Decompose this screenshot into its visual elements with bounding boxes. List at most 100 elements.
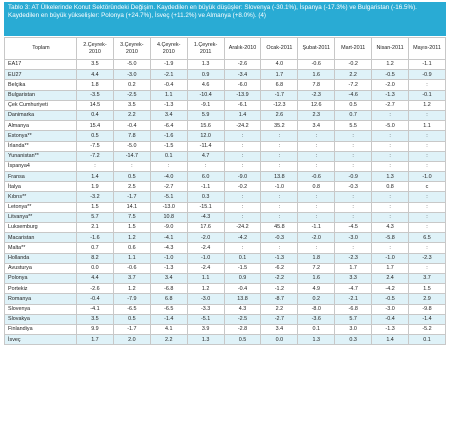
table-row: Yunanistan** -7.2 -14.7 0.1 4.7:::::: <box>4 150 446 162</box>
value-cell: : <box>408 130 446 142</box>
value-cell: -4.3 <box>186 211 225 224</box>
value-cell: : <box>260 211 299 224</box>
value-cell: 2.2 <box>334 69 373 81</box>
value-cell: 0.7 <box>76 242 114 254</box>
value-cell: : <box>223 150 262 162</box>
value-cell: -7.2 <box>334 79 373 91</box>
value-cell: 2.2 <box>149 334 188 346</box>
value-cell: -9.0 <box>223 171 262 183</box>
table-row: Çek Cumhuriyeti 14.5 3.5 -1.3 -9.1 -6.1 -12.3 1… <box>4 99 446 111</box>
table-row: İrlanda** -7.5 -5.0 -1.5 -11.4:::::: <box>4 140 446 152</box>
value-cell: 7.8 <box>297 79 336 91</box>
value-cell: : <box>371 160 410 173</box>
value-cell: -2.7 <box>149 181 188 193</box>
value-cell: 9.9 <box>76 323 114 336</box>
value-cell: : <box>223 211 262 224</box>
value-cell: 15.6 <box>186 120 225 132</box>
value-cell: 1.1 <box>112 252 151 264</box>
value-cell: 3.7 <box>112 272 151 285</box>
value-cell: -0.6 <box>297 58 336 71</box>
value-cell: : <box>371 140 410 152</box>
value-cell: -2.0 <box>186 232 225 244</box>
value-cell: : <box>334 130 373 142</box>
value-cell: -1.5 <box>149 140 188 152</box>
value-cell: 0.2 <box>297 293 336 305</box>
value-cell: 1.4 <box>76 171 114 183</box>
value-cell: 6.5 <box>408 232 446 244</box>
table-row: EA17 3.5 -5.0 -1.9 1.3 -2.6 4.0 -0.6 -0.2 1.2 -1.1 <box>4 58 446 71</box>
value-cell: -1.1 <box>408 58 446 71</box>
value-cell: -2.7 <box>371 99 410 111</box>
header-cell-period: Ocak-2011 <box>260 37 299 60</box>
table-figure: Tablo 3: AT Ülkelerinde Konut Sektöründe… <box>4 2 446 346</box>
value-cell: -3.5 <box>76 89 114 101</box>
value-cell: : <box>408 191 446 203</box>
value-cell: -3.0 <box>334 232 373 244</box>
value-cell: : <box>297 130 336 142</box>
row-label-cell: Çek Cumhuriyeti <box>4 99 77 111</box>
table-row: Litvanya** 5.7 7.5 10.8 -4.3:::::: <box>4 211 446 224</box>
value-cell: 3.4 <box>260 323 299 336</box>
header-cell-period: 3.Çeyrek-2010 <box>112 37 151 60</box>
value-cell: 0.3 <box>186 191 225 203</box>
value-cell: 3.4 <box>297 120 336 132</box>
value-cell: 0.5 <box>334 99 373 111</box>
value-cell: -1.1 <box>297 221 336 234</box>
value-cell: -24.2 <box>223 221 262 234</box>
row-label-cell: Portekiz <box>4 283 77 295</box>
value-cell: : <box>371 130 410 142</box>
value-cell: : <box>371 191 410 203</box>
table-row: Estonya** 0.5 7.8 -1.6 12.0:::::: <box>4 130 446 142</box>
value-cell: 1.8 <box>76 79 114 91</box>
table-row: Romanya -0.4 -7.9 6.8 -3.0 13.8 -8.7 0.2 -2.1 -0.… <box>4 293 446 305</box>
value-cell: -7.9 <box>112 293 151 305</box>
row-label-cell: İrlanda** <box>4 140 77 152</box>
value-cell: -1.3 <box>149 262 188 274</box>
value-cell: -13.9 <box>223 89 262 101</box>
value-cell: 0.6 <box>112 242 151 254</box>
value-cell: 14.1 <box>112 201 151 213</box>
value-cell: 2.9 <box>408 293 446 305</box>
value-cell: -1.3 <box>371 323 410 336</box>
value-cell: 0.1 <box>223 252 262 264</box>
value-cell: 10.8 <box>149 211 188 224</box>
value-cell: 3.5 <box>112 99 151 111</box>
value-cell: : <box>408 262 446 274</box>
value-cell: 4.3 <box>371 221 410 234</box>
value-cell: -4.2 <box>223 232 262 244</box>
value-cell: 0.8 <box>371 181 410 193</box>
value-cell: 2.1 <box>76 221 114 234</box>
value-cell: 6.8 <box>260 79 299 91</box>
value-cell: -6.5 <box>149 303 188 315</box>
value-cell: 1.2 <box>112 283 151 295</box>
value-cell: 1.4 <box>223 109 262 122</box>
value-cell: : <box>408 221 446 234</box>
value-cell: -2.8 <box>223 323 262 336</box>
value-cell: : <box>371 150 410 162</box>
value-cell: : <box>371 201 410 213</box>
value-cell: : <box>297 150 336 162</box>
table-row: Slovakya 3.5 0.5 -1.4 -5.1 -2.5 -2.7 -3.6 5.7 -0.… <box>4 313 446 325</box>
value-cell: 1.2 <box>186 283 225 295</box>
table-row: Malta** 0.7 0.6 -4.3 -2.4:::::: <box>4 242 446 254</box>
construction-change-table: Toplam 2.Çeyrek-2010 3.Çeyrek-2010 4.Çeyrek… <box>4 37 446 346</box>
value-cell: 1.1 <box>149 89 188 101</box>
value-cell: : <box>260 191 299 203</box>
value-cell: : <box>334 242 373 254</box>
value-cell: 0.3 <box>334 334 373 346</box>
value-cell: -0.4 <box>76 293 114 305</box>
header-cell-period: Mayıs-2011 <box>408 37 446 60</box>
value-cell: 1.6 <box>297 272 336 285</box>
value-cell: c <box>408 181 446 193</box>
value-cell: 0.7 <box>334 109 373 122</box>
header-row: Toplam 2.Çeyrek-2010 3.Çeyrek-2010 4.Çeyrek… <box>4 37 446 60</box>
value-cell: 35.2 <box>260 120 299 132</box>
value-cell: -4.3 <box>149 242 188 254</box>
value-cell: -4.2 <box>371 283 410 295</box>
value-cell: : <box>223 201 262 213</box>
value-cell: 0.4 <box>76 109 114 122</box>
table-row: İtalya 1.9 2.5 -2.7 -1.1 -0.2 -1.0 0.8 -0.3 0.8 c <box>4 181 446 193</box>
value-cell: : <box>260 160 299 173</box>
value-cell: 5.5 <box>334 120 373 132</box>
row-label-cell: Danimarka <box>4 109 77 122</box>
